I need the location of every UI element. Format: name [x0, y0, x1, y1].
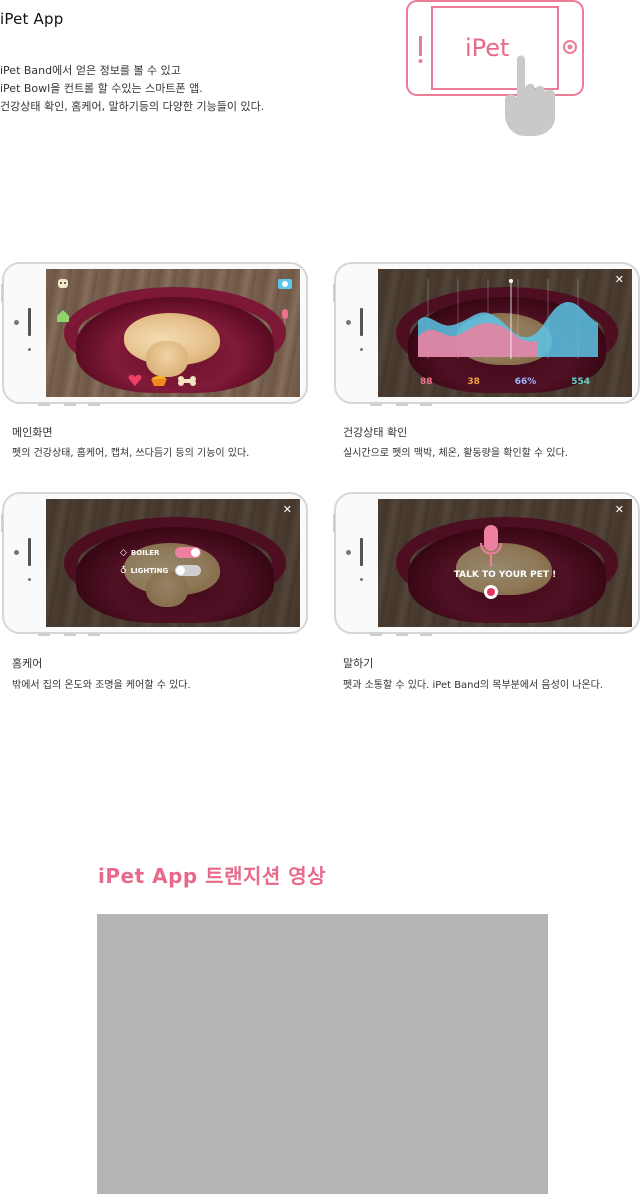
health-values: 88 38 66% 554	[420, 377, 590, 387]
heart-icon[interactable]	[128, 373, 142, 387]
phone-health-screen: 88 38 66% 554 ✕	[333, 262, 640, 406]
boiler-label: BOILER	[130, 548, 160, 557]
phone-speaker	[14, 550, 19, 555]
phone-volume-button	[38, 403, 50, 406]
dog-head	[146, 571, 188, 607]
phone-side-button	[333, 514, 335, 532]
phone-volume-button	[64, 633, 76, 636]
phone-talk-screen: TALK TO YOUR PET ! ✕	[333, 492, 640, 636]
section-title: iPet App 트랜지션 영상	[98, 864, 327, 888]
phone-volume-button	[370, 633, 382, 636]
dog-face-icon[interactable]	[56, 277, 70, 289]
intro-line: iPet Bowl을 컨트롤 할 수있는 스마트폰 앱.	[0, 82, 203, 95]
phone-volume-button	[396, 403, 408, 406]
phone-speaker	[14, 320, 19, 325]
phone-dot	[360, 348, 363, 351]
close-icon[interactable]: ✕	[282, 503, 292, 516]
talk-screen: TALK TO YOUR PET ! ✕	[378, 499, 632, 627]
phone-slot	[360, 538, 363, 566]
phone-side-button	[1, 284, 3, 302]
lighting-icon: ♁	[120, 565, 127, 576]
caption-title: 메인화면	[12, 426, 53, 439]
talk-label: TALK TO YOUR PET !	[453, 570, 557, 580]
phone-slot	[28, 538, 31, 566]
main-screen	[46, 269, 300, 397]
temperature-value: 38	[467, 377, 480, 387]
boiler-toggle[interactable]	[174, 547, 201, 558]
caption-title: 건강상태 확인	[343, 426, 408, 439]
phone-homecare-screen: ◇ BOILER ♁ LIGHTING ✕	[1, 492, 308, 636]
close-icon[interactable]: ✕	[614, 503, 624, 516]
food-bowl-icon[interactable]	[150, 375, 168, 387]
phone-dot	[360, 578, 363, 581]
close-icon[interactable]: ✕	[614, 273, 624, 286]
phone-volume-button	[88, 403, 100, 406]
camera-icon[interactable]	[278, 277, 292, 289]
phone-speaker	[346, 550, 351, 555]
homecare-screen: ◇ BOILER ♁ LIGHTING ✕	[46, 499, 300, 627]
phone-side-button	[1, 514, 3, 532]
pulse-value: 88	[420, 377, 433, 387]
video-placeholder[interactable]	[97, 914, 548, 1194]
phone-volume-button	[396, 633, 408, 636]
phone-dot	[28, 348, 31, 351]
bone-icon[interactable]	[178, 375, 196, 387]
boiler-icon: ◇	[120, 547, 127, 558]
phone-slot	[360, 308, 363, 336]
phone-volume-button	[420, 633, 432, 636]
caption-text: 펫의 건강상태, 홈케어, 캡쳐, 쓰다듬기 등의 기능이 있다.	[12, 448, 250, 459]
phone-dot	[28, 578, 31, 581]
home-care-icon[interactable]	[56, 309, 70, 323]
dog-head	[146, 341, 188, 377]
phone-main-screen	[1, 262, 308, 406]
page-title: iPet App	[0, 10, 64, 28]
lighting-row: ♁ LIGHTING	[120, 565, 201, 576]
caption-title: 말하기	[343, 657, 374, 670]
intro-text: iPet Band에서 얻은 정보를 볼 수 있고 iPet Bowl을 컨트롤…	[0, 62, 264, 116]
health-area-graph	[418, 279, 598, 359]
phone-speaker	[346, 320, 351, 325]
activity-value: 66%	[514, 377, 537, 387]
phone-volume-button	[88, 633, 100, 636]
caption-text: 밖에서 집의 온도와 조명을 케어할 수 있다.	[12, 680, 191, 691]
phone-side-button	[333, 284, 335, 302]
intro-line: 건강상태 확인, 홈케어, 말하기등의 다양한 기능들이 있다.	[0, 100, 265, 113]
phone-volume-button	[64, 403, 76, 406]
intro-line: iPet Band에서 얻은 정보를 볼 수 있고	[0, 64, 181, 77]
lighting-label: LIGHTING	[130, 566, 169, 575]
logo-text: iPet	[465, 34, 510, 62]
phone-volume-button	[420, 403, 432, 406]
phone-volume-button	[38, 633, 50, 636]
boiler-row: ◇ BOILER	[120, 547, 201, 558]
dog-image	[456, 543, 552, 595]
steps-value: 554	[571, 377, 590, 387]
health-screen: 88 38 66% 554 ✕	[378, 269, 632, 397]
caption-text: 펫과 소통할 수 있다. iPet Band의 목부분에서 음성이 나온다.	[343, 680, 603, 691]
phone-slot	[28, 308, 31, 336]
caption-title: 홈케어	[12, 657, 43, 670]
microphone-icon[interactable]	[480, 525, 502, 569]
lighting-toggle[interactable]	[174, 565, 201, 576]
caption-text: 실시간으로 펫의 맥박, 체온, 활동량을 확인할 수 있다.	[343, 448, 568, 459]
ipet-logo-illustration: iPet	[405, 0, 585, 140]
record-button[interactable]	[484, 585, 498, 599]
phone-hand-icon	[406, 0, 584, 136]
microphone-icon[interactable]	[280, 309, 290, 325]
phone-volume-button	[370, 403, 382, 406]
